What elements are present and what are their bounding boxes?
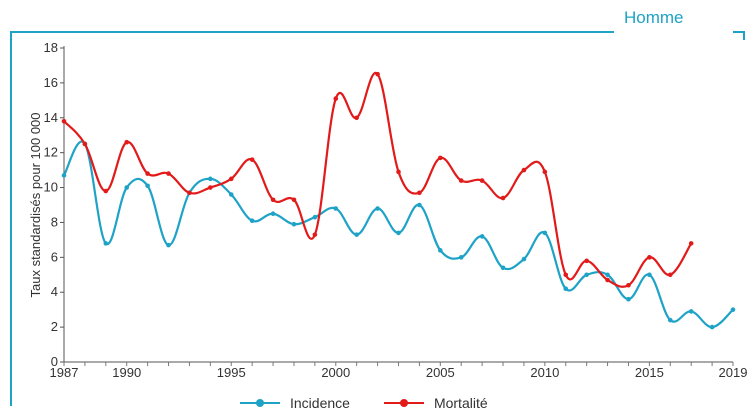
data-point-incidence[interactable] <box>291 221 297 227</box>
data-point-incidence[interactable] <box>375 206 380 211</box>
x-tick-label: 2010 <box>530 365 559 380</box>
data-point-incidence[interactable] <box>521 256 527 262</box>
x-tick-label: 1995 <box>217 365 246 380</box>
y-tick-label: 0 <box>51 354 58 369</box>
data-point-mortalite[interactable] <box>542 169 548 175</box>
data-point-mortalite[interactable] <box>647 255 652 260</box>
data-point-incidence[interactable] <box>333 206 339 211</box>
data-point-mortalite[interactable] <box>312 232 318 237</box>
data-point-mortalite[interactable] <box>61 118 67 124</box>
data-point-incidence[interactable] <box>249 218 255 223</box>
x-tick-label: 1990 <box>112 365 141 380</box>
data-point-incidence[interactable] <box>145 183 150 189</box>
y-tick-label: 16 <box>44 75 58 90</box>
data-point-mortalite[interactable] <box>667 272 673 278</box>
data-point-mortalite[interactable] <box>103 188 109 194</box>
data-point-incidence[interactable] <box>500 265 506 271</box>
x-tick-label: 2019 <box>719 365 748 380</box>
data-point-mortalite[interactable] <box>417 190 422 196</box>
data-point-mortalite[interactable] <box>249 157 255 162</box>
data-point-incidence[interactable] <box>61 173 67 178</box>
data-point-mortalite[interactable] <box>563 272 569 278</box>
data-point-incidence[interactable] <box>584 272 589 278</box>
data-point-mortalite[interactable] <box>521 167 527 173</box>
y-tick-label: 12 <box>44 145 58 160</box>
panel-title: Homme <box>624 8 684 27</box>
data-point-mortalite[interactable] <box>438 155 443 161</box>
data-point-incidence[interactable] <box>709 324 715 330</box>
chart-legend: Incidence Mortalité <box>240 392 488 414</box>
data-point-mortalite[interactable] <box>145 171 150 176</box>
data-point-incidence[interactable] <box>667 317 673 323</box>
x-tick-label: 2000 <box>321 365 350 380</box>
data-point-mortalite[interactable] <box>479 178 485 183</box>
data-point-incidence[interactable] <box>166 242 171 248</box>
y-tick-label: 8 <box>51 214 58 229</box>
data-point-incidence[interactable] <box>312 214 318 220</box>
data-point-mortalite[interactable] <box>500 195 506 201</box>
legend-item-incidence[interactable]: Incidence <box>240 395 350 411</box>
legend-swatch-incidence <box>240 397 280 409</box>
data-point-incidence[interactable] <box>479 234 485 239</box>
data-point-mortalite[interactable] <box>124 139 130 145</box>
legend-label-mortalite: Mortalité <box>433 395 488 411</box>
data-point-incidence[interactable] <box>228 192 234 197</box>
x-tick-label: 1987 <box>50 365 79 380</box>
y-tick-label: 14 <box>44 110 58 125</box>
data-point-incidence[interactable] <box>458 255 464 260</box>
data-point-incidence[interactable] <box>208 176 213 182</box>
data-point-mortalite[interactable] <box>82 141 88 147</box>
data-point-incidence[interactable] <box>605 272 610 278</box>
data-point-incidence[interactable] <box>730 307 736 312</box>
data-point-mortalite[interactable] <box>291 197 297 203</box>
data-point-mortalite[interactable] <box>333 96 339 101</box>
y-tick-label: 6 <box>51 249 58 264</box>
data-point-incidence[interactable] <box>438 248 443 253</box>
data-point-incidence[interactable] <box>103 241 109 246</box>
data-point-incidence[interactable] <box>270 211 276 217</box>
data-point-incidence[interactable] <box>563 286 569 292</box>
data-point-mortalite[interactable] <box>187 190 192 196</box>
data-point-mortalite[interactable] <box>626 282 631 288</box>
data-point-incidence[interactable] <box>688 309 694 314</box>
data-point-mortalite[interactable] <box>688 241 694 246</box>
y-tick-label: 4 <box>51 284 58 299</box>
data-point-incidence[interactable] <box>626 296 631 302</box>
data-point-mortalite[interactable] <box>458 178 464 183</box>
legend-item-mortalite[interactable]: Mortalité <box>383 395 488 411</box>
x-tick-label: 2005 <box>426 365 455 380</box>
data-point-mortalite[interactable] <box>208 185 213 190</box>
data-point-mortalite[interactable] <box>375 71 380 77</box>
data-point-mortalite[interactable] <box>584 258 589 264</box>
data-point-mortalite[interactable] <box>166 171 171 176</box>
x-tick-label: 2015 <box>635 365 664 380</box>
chart-axes: 0 2 4 6 8 10 12 14 16 18 1987 1990 1995 2000 2005 2010 2… <box>44 40 748 380</box>
series-line-mortalite <box>63 71 693 288</box>
chart-series <box>61 71 736 330</box>
data-point-incidence[interactable] <box>124 185 130 190</box>
legend-label-incidence: Incidence <box>290 395 350 411</box>
y-tick-label: 10 <box>44 180 58 195</box>
data-point-incidence[interactable] <box>396 230 401 236</box>
legend-swatch-mortalite <box>383 397 424 409</box>
data-point-mortalite[interactable] <box>228 176 234 182</box>
y-axis-label: Taux standardisés pour 100 000 <box>28 112 43 297</box>
data-point-incidence[interactable] <box>417 202 422 208</box>
data-point-incidence[interactable] <box>354 232 359 237</box>
data-point-mortalite[interactable] <box>354 115 359 121</box>
data-point-mortalite[interactable] <box>605 277 610 283</box>
y-tick-label: 18 <box>44 40 58 55</box>
y-tick-label: 2 <box>51 319 58 334</box>
data-point-incidence[interactable] <box>542 230 548 236</box>
data-point-mortalite[interactable] <box>396 169 401 175</box>
data-point-incidence[interactable] <box>647 272 652 278</box>
data-point-mortalite[interactable] <box>270 197 276 203</box>
